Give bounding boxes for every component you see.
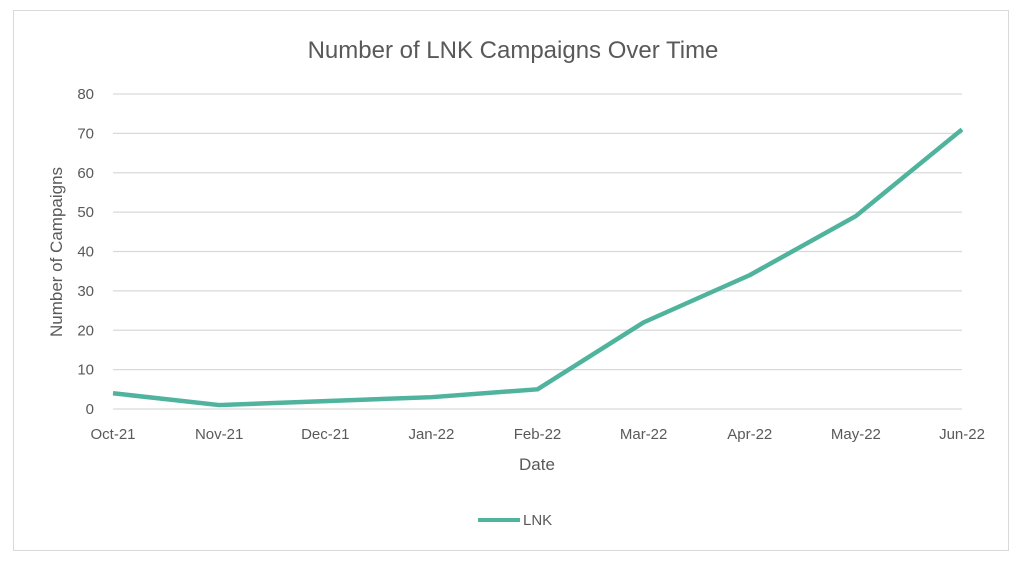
legend-label: LNK — [523, 512, 552, 529]
y-tick-label: 80 — [77, 86, 94, 103]
y-tick-label: 20 — [77, 322, 94, 339]
y-tick-label: 30 — [77, 283, 94, 300]
x-tick-label: May-22 — [831, 426, 881, 443]
x-tick-label: Feb-22 — [514, 426, 562, 443]
chart-frame — [13, 10, 1009, 551]
y-tick-label: 50 — [77, 204, 94, 221]
y-tick-label: 70 — [77, 125, 94, 142]
x-axis-label: Date — [519, 455, 555, 474]
x-tick-label: Jan-22 — [408, 426, 454, 443]
y-axis-label: Number of Campaigns — [47, 167, 66, 337]
x-tick-label: Apr-22 — [727, 426, 772, 443]
legend: LNK — [478, 512, 552, 529]
x-tick-label: Nov-21 — [195, 426, 243, 443]
chart-title: Number of LNK Campaigns Over Time — [308, 37, 719, 64]
series-line-lnk — [112, 127, 964, 408]
x-tick-label: Oct-21 — [90, 426, 135, 443]
x-tick-label: Jun-22 — [939, 426, 985, 443]
y-tick-label: 40 — [77, 244, 94, 261]
y-tick-label: 10 — [77, 362, 94, 379]
x-tick-label: Mar-22 — [620, 426, 668, 443]
y-tick-label: 0 — [86, 401, 94, 418]
x-tick-label: Dec-21 — [301, 426, 349, 443]
y-tick-label: 60 — [77, 165, 94, 182]
